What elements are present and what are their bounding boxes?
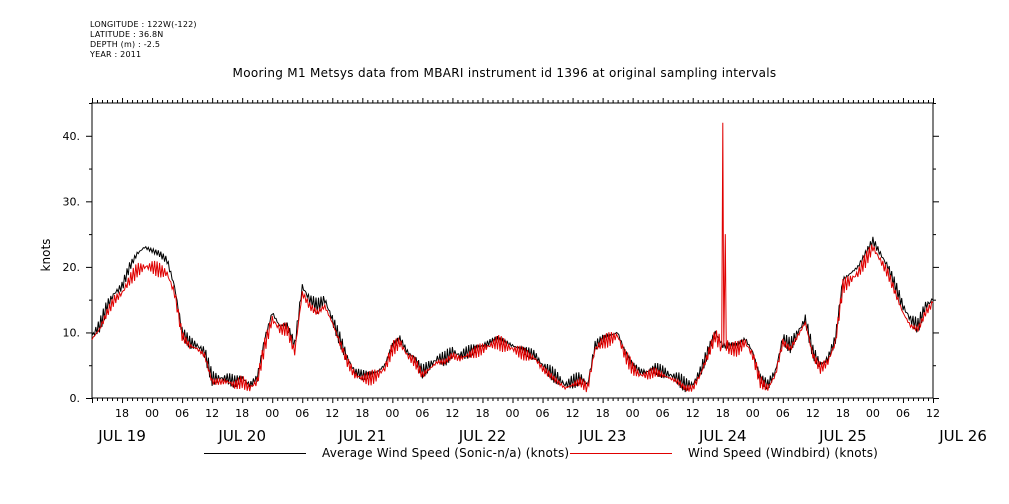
y-tick-label: 0. bbox=[70, 392, 81, 405]
series-line-windbird bbox=[91, 122, 934, 393]
y-tick-label: 30. bbox=[63, 195, 81, 208]
x-day-label: JUL 24 bbox=[698, 427, 747, 445]
x-tick-label: 18 bbox=[475, 407, 489, 420]
y-axis-label: knots bbox=[39, 239, 53, 272]
plot-frame bbox=[91, 102, 934, 399]
x-tick-label: 00 bbox=[385, 407, 399, 420]
x-day-label: JUL 26 bbox=[938, 427, 987, 445]
y-tick-label: 10. bbox=[63, 326, 81, 339]
y-tick-label: 40. bbox=[63, 130, 81, 143]
x-tick-label: 18 bbox=[235, 407, 249, 420]
metadata-block: LONGITUDE : 122W(-122) LATITUDE : 36.8N … bbox=[90, 20, 197, 60]
x-tick-label: 18 bbox=[836, 407, 850, 420]
x-tick-label: 00 bbox=[265, 407, 279, 420]
x-tick-label: 06 bbox=[415, 407, 429, 420]
latitude-text: LATITUDE : 36.8N bbox=[90, 30, 164, 39]
x-tick-label: 12 bbox=[566, 407, 580, 420]
x-day-label: JUL 22 bbox=[458, 427, 507, 445]
x-day-label: JUL 19 bbox=[97, 427, 146, 445]
x-tick-label: 12 bbox=[686, 407, 700, 420]
x-tick-label: 00 bbox=[746, 407, 760, 420]
x-tick-label: 00 bbox=[145, 407, 159, 420]
x-tick-label: 18 bbox=[115, 407, 129, 420]
x-tick-label: 18 bbox=[596, 407, 610, 420]
x-tick-label: 06 bbox=[175, 407, 189, 420]
legend: Average Wind Speed (Sonic-n/a) (knots) W… bbox=[0, 446, 1009, 464]
x-tick-label: 00 bbox=[866, 407, 880, 420]
legend-label-windbird: Wind Speed (Windbird) (knots) bbox=[688, 446, 879, 460]
year-text: YEAR : 2011 bbox=[90, 50, 142, 59]
legend-label-sonic: Average Wind Speed (Sonic-n/a) (knots) bbox=[322, 446, 570, 460]
x-tick-label: 06 bbox=[536, 407, 550, 420]
x-tick-label: 06 bbox=[656, 407, 670, 420]
x-day-label: JUL 20 bbox=[217, 427, 266, 445]
legend-swatch-sonic bbox=[204, 453, 306, 454]
x-day-label: JUL 25 bbox=[818, 427, 867, 445]
x-tick-label: 12 bbox=[445, 407, 459, 420]
x-tick-label: 06 bbox=[896, 407, 910, 420]
x-tick-label: 12 bbox=[205, 407, 219, 420]
longitude-text: LONGITUDE : 122W(-122) bbox=[90, 20, 197, 29]
series-line-sonic bbox=[91, 236, 934, 393]
x-tick-label: 12 bbox=[325, 407, 339, 420]
x-tick-label: 06 bbox=[776, 407, 790, 420]
x-tick-label: 12 bbox=[926, 407, 940, 420]
x-tick-label: 18 bbox=[716, 407, 730, 420]
depth-text: DEPTH (m) : -2.5 bbox=[90, 40, 161, 49]
x-day-label: JUL 23 bbox=[578, 427, 627, 445]
y-tick-label: 20. bbox=[63, 261, 81, 274]
x-day-label: JUL 21 bbox=[338, 427, 387, 445]
legend-swatch-windbird bbox=[570, 453, 672, 454]
x-tick-label: 12 bbox=[806, 407, 820, 420]
x-tick-label: 06 bbox=[295, 407, 309, 420]
x-tick-label: 18 bbox=[355, 407, 369, 420]
x-tick-label: 00 bbox=[626, 407, 640, 420]
chart-title: Mooring M1 Metsys data from MBARI instru… bbox=[232, 66, 777, 80]
x-tick-label: 00 bbox=[506, 407, 520, 420]
